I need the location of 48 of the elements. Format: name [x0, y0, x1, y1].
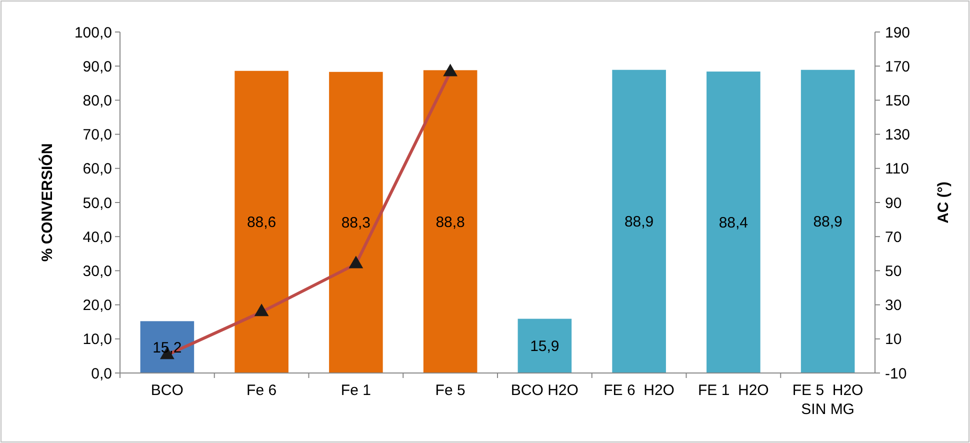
y-tick-label: 30,0	[82, 262, 112, 280]
y-tick-label: 60,0	[82, 160, 112, 178]
y2-tick-label: 150	[885, 92, 910, 110]
bar	[423, 70, 478, 373]
y2-tick-label: 70	[885, 228, 902, 246]
x-tick-label: Fe 1	[340, 382, 371, 399]
x-tick-label: FE 1 H2O	[698, 382, 769, 399]
y-tick-label: 0,0	[91, 365, 112, 382]
data-label: 15,2	[152, 339, 182, 356]
y2-tick-label: 170	[885, 58, 910, 76]
y2-tick-label: 10	[885, 331, 902, 348]
y2-tick-label: 50	[885, 262, 902, 280]
y-tick-label: 20,0	[82, 297, 112, 314]
data-label: 88,8	[436, 214, 465, 231]
data-label: 88,4	[718, 214, 748, 232]
y-axis-title: % CONVERSIÓN	[38, 143, 56, 262]
y-tick-label: 100,0	[74, 24, 112, 42]
bar	[612, 70, 666, 373]
bar	[140, 321, 194, 373]
y-tick-label: 10,0	[82, 331, 112, 348]
x-tick-label: FE 5 H2O SIN MG	[792, 382, 864, 418]
y-tick-label: 70,0	[82, 126, 112, 144]
y2-tick-label: 110	[885, 160, 909, 178]
y2-axis-title: AC (°)	[935, 182, 952, 224]
y2-tick-label: 130	[885, 126, 910, 144]
bar	[518, 318, 572, 373]
data-label: 88,6	[246, 214, 276, 232]
data-label: 88,9	[624, 214, 654, 231]
y-tick-label: 90,0	[82, 58, 112, 76]
data-label: 88,3	[341, 214, 371, 232]
y2-tick-label: 90	[885, 194, 902, 212]
x-tick-label: FE 6 H2O	[604, 382, 674, 399]
bar	[706, 72, 760, 373]
y-tick-label: 80,0	[82, 92, 112, 110]
bar	[800, 70, 855, 373]
x-tick-label: Fe 5	[435, 382, 466, 399]
y2-tick-label: 30	[885, 297, 902, 314]
x-tick-label: BCO	[150, 382, 184, 399]
data-label: 15,9	[530, 338, 560, 356]
y-tick-label: 40,0	[82, 228, 112, 246]
data-label: 88,9	[813, 214, 842, 231]
y-tick-label: 50,0	[82, 194, 112, 212]
y2-tick-label: 190	[885, 24, 910, 42]
x-tick-label: Fe 6	[246, 382, 277, 399]
bar	[234, 70, 288, 373]
y2-tick-label: -10	[885, 365, 907, 382]
bar	[329, 72, 383, 373]
x-tick-label: BCO H2O	[510, 382, 578, 399]
